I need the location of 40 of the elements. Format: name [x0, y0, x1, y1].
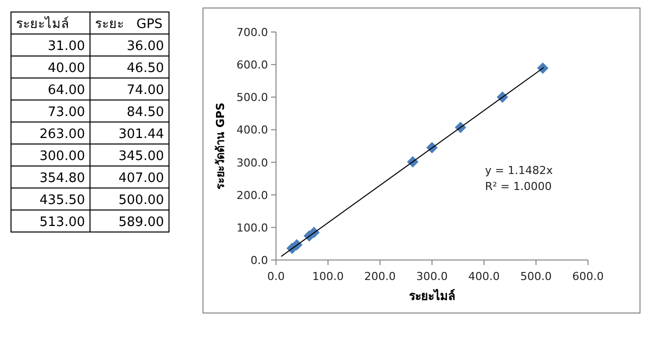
- text: ระยะไมล์: [16, 16, 69, 32]
- x-axis-title: ระยะไมล์: [409, 288, 455, 303]
- text: 74.00: [126, 83, 164, 98]
- text: 73.00: [48, 105, 85, 120]
- text: 263.00: [40, 127, 85, 142]
- y-tick-label: 300.0: [236, 156, 268, 170]
- x-tick-label: 200.0: [364, 270, 396, 283]
- x-tick-label: 500.0: [520, 270, 552, 283]
- text: 300.00: [40, 149, 85, 164]
- y-tick-label: 500.0: [236, 91, 268, 104]
- text: 513.00: [40, 215, 85, 230]
- y-tick-label: 700.0: [236, 26, 268, 39]
- text: 84.50: [126, 105, 164, 120]
- text: 64.00: [48, 83, 85, 98]
- x-tick-label: 600.0: [572, 270, 604, 283]
- text: 301.44: [118, 127, 164, 142]
- y-tick-label: 100.0: [236, 221, 268, 234]
- y-tick-label: 400.0: [236, 124, 268, 137]
- text: 435.50: [40, 193, 85, 208]
- annotation: R² = 1.0000: [485, 180, 552, 193]
- text: 40.00: [48, 61, 85, 76]
- x-tick-label: 300.0: [416, 270, 448, 283]
- text: ระยะ GPS: [95, 17, 163, 32]
- text: 36.00: [126, 39, 164, 54]
- y-axis-title: ระยะวัดด้าน GPS: [214, 102, 227, 190]
- text: 354.80: [40, 171, 85, 186]
- x-tick-label: 400.0: [468, 270, 500, 283]
- annotation: y = 1.1482x: [485, 164, 554, 177]
- text: 345.00: [118, 149, 164, 164]
- x-tick-label: 0.0: [267, 270, 285, 283]
- text: 46.50: [126, 61, 164, 76]
- text: 589.00: [118, 215, 164, 230]
- y-tick-label: 200.0: [236, 188, 268, 202]
- y-tick-label: 600.0: [236, 58, 268, 72]
- y-tick-label: 0.0: [250, 254, 268, 267]
- text: 500.00: [118, 193, 164, 208]
- x-tick-label: 100.0: [312, 270, 344, 283]
- text: 407.00: [118, 171, 164, 186]
- text: 31.00: [48, 39, 85, 54]
- point: [537, 62, 548, 74]
